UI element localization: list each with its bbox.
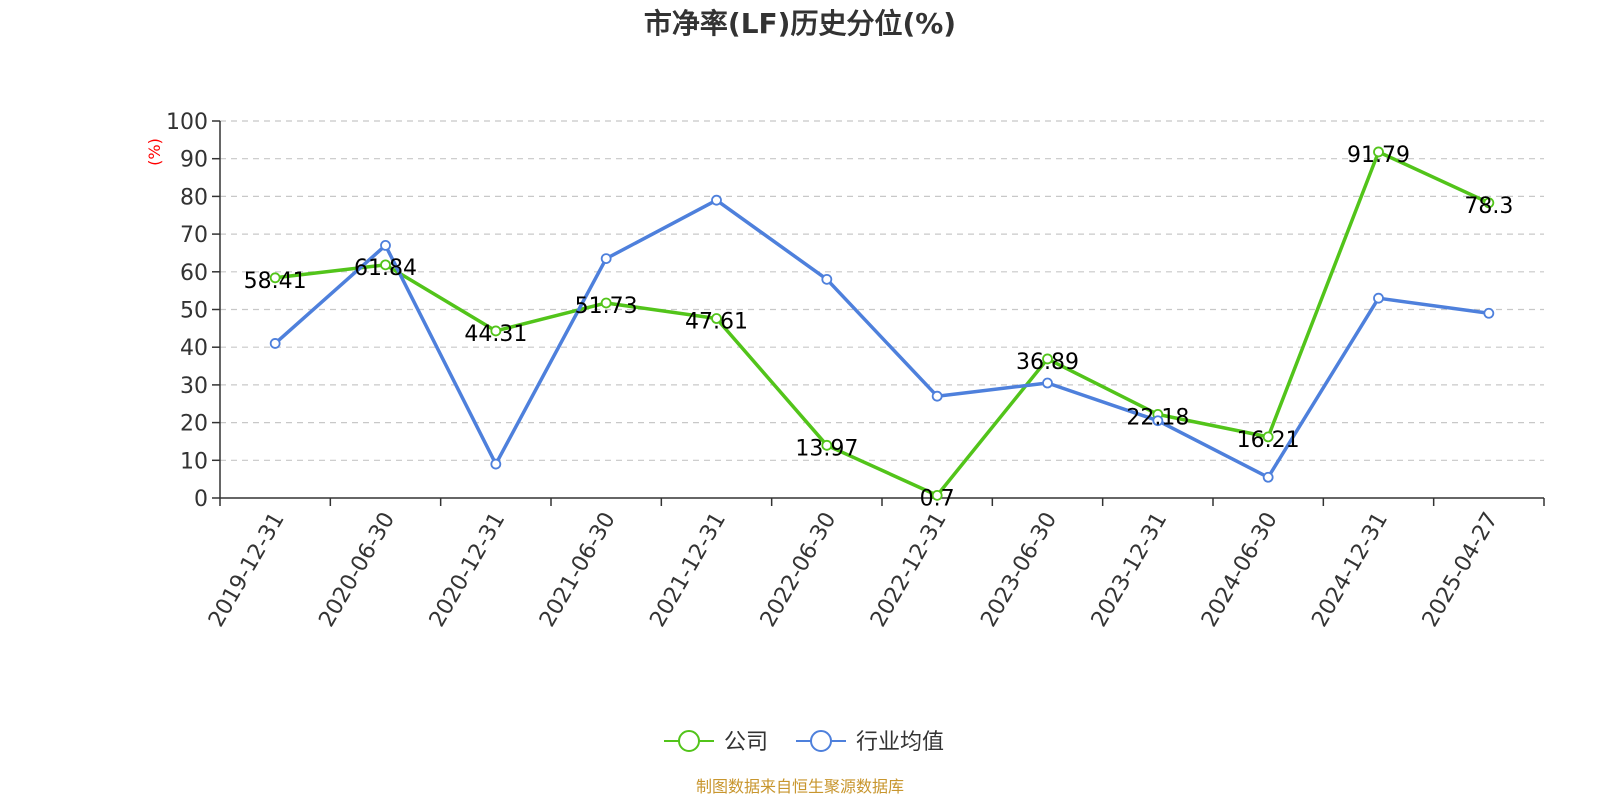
legend-label: 公司	[724, 730, 768, 755]
axes: 0 10 20 30 40 50 60 70 80 90 100 2019-12-31 2020-06-…	[166, 110, 1545, 631]
data-label: 36.89	[1016, 350, 1079, 375]
source-note: 制图数据来自恒生聚源数据库	[696, 777, 904, 796]
legend-item-1[interactable]: 行业均值	[796, 730, 944, 755]
series-0-point[interactable]	[490, 325, 502, 337]
data-label: 16.21	[1237, 428, 1300, 453]
chart-title: 市净率(LF)历史分位(%)	[644, 7, 956, 40]
series-line-1	[274, 198, 1490, 480]
series-0-point[interactable]	[1373, 146, 1384, 158]
series-1-point[interactable]	[380, 240, 391, 251]
series-1-point[interactable]	[711, 194, 722, 206]
series-1-point[interactable]	[490, 458, 502, 470]
series-1-point[interactable]	[821, 273, 833, 285]
series-0-point[interactable]	[600, 297, 612, 309]
data-label: 47.61	[685, 310, 748, 335]
series	[269, 146, 1495, 501]
x-tick-label: 2025-04-27	[1418, 508, 1504, 631]
series-0-point[interactable]	[1262, 431, 1274, 443]
series-1-point[interactable]	[1483, 307, 1495, 319]
series-1-point[interactable]	[1042, 377, 1053, 389]
series-1-point[interactable]	[931, 390, 943, 402]
data-label: 44.31	[464, 322, 527, 347]
series-0-point[interactable]	[1042, 353, 1053, 365]
data-label: 58.41	[244, 269, 307, 294]
data-labels: 58.41 61.84 44.31 51.73 47.61 13.97 0.7 36.89 22…	[244, 143, 1514, 511]
series-1-point[interactable]	[1373, 292, 1384, 304]
series-1-point[interactable]	[1152, 415, 1164, 427]
y-tick-label: 60	[180, 261, 208, 286]
x-tick-label: 2021-06-30	[535, 508, 621, 631]
y-tick-label: 10	[180, 449, 208, 474]
x-tick-label: 2022-06-30	[756, 508, 842, 631]
y-tick-label: 20	[180, 412, 208, 437]
data-label: 13.97	[795, 436, 858, 461]
x-tick-label: 2024-06-30	[1197, 508, 1283, 631]
series-0-point[interactable]	[821, 439, 833, 451]
gridlines	[220, 120, 1544, 461]
y-tick-label: 50	[180, 299, 208, 324]
series-0-point[interactable]	[711, 313, 722, 324]
x-tick-label: 2019-12-31	[204, 508, 290, 631]
x-tick-label: 2020-12-31	[425, 508, 511, 631]
legend-label: 行业均值	[856, 730, 944, 755]
series-1-point[interactable]	[600, 253, 612, 265]
data-label: 78.3	[1464, 194, 1513, 219]
y-tick-label: 40	[180, 336, 208, 361]
series-1-point[interactable]	[269, 338, 281, 349]
data-label: 51.73	[575, 294, 638, 319]
x-tick-label: 2023-06-30	[976, 508, 1062, 631]
y-tick-label: 0	[194, 487, 208, 512]
x-tick-label: 2022-12-31	[866, 508, 952, 631]
y-tick-label: 30	[180, 374, 208, 399]
x-tick-label: 2020-06-30	[314, 508, 400, 631]
legend-marker	[678, 730, 700, 752]
y-tick-label: 70	[180, 223, 208, 248]
legend[interactable]: 公司 行业均值	[664, 730, 944, 755]
y-axis-unit-label: (%)	[145, 138, 164, 166]
y-tick-label: 80	[180, 185, 208, 210]
data-label: 22.18	[1126, 405, 1189, 430]
legend-marker	[810, 730, 832, 752]
series-line-0	[274, 150, 1490, 498]
x-tick-label: 2024-12-31	[1307, 508, 1393, 631]
series-0-point[interactable]	[931, 489, 943, 501]
y-tick-label: 90	[180, 148, 208, 173]
y-tick-label: 100	[166, 110, 208, 135]
x-tick-label: 2021-12-31	[645, 508, 731, 631]
data-label: 0.7	[920, 486, 955, 511]
x-tick-label: 2023-12-31	[1087, 508, 1173, 631]
series-0-point[interactable]	[1483, 197, 1495, 209]
legend-item-0[interactable]: 公司	[664, 730, 768, 755]
data-label: 91.79	[1347, 143, 1410, 168]
series-0-point[interactable]	[269, 272, 281, 284]
series-0-point[interactable]	[380, 259, 391, 271]
series-1-point[interactable]	[1262, 471, 1274, 483]
data-label: 61.84	[354, 256, 417, 281]
